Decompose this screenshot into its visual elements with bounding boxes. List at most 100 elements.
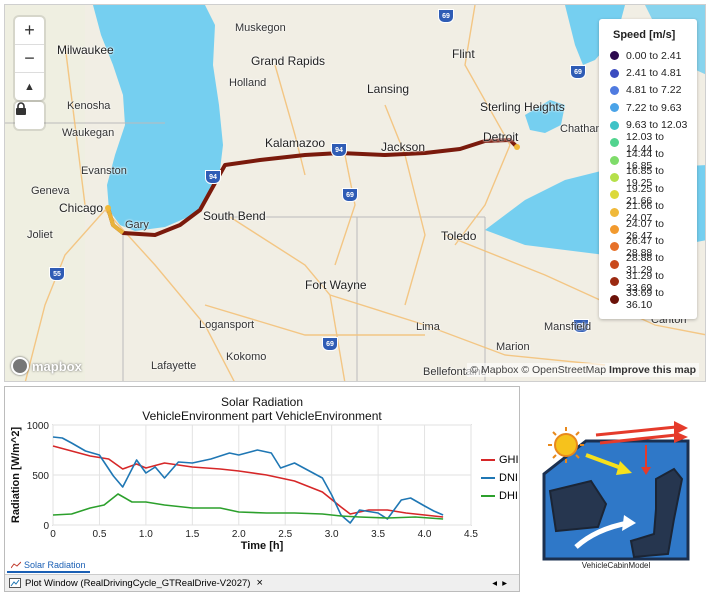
x-tick-label: 0 bbox=[50, 529, 56, 540]
x-tick-label: 0.5 bbox=[92, 529, 106, 540]
speed-legend-item: 0.00 to 2.41 bbox=[607, 47, 689, 64]
improve-map-link[interactable]: Improve this map bbox=[609, 364, 696, 376]
series-line-dhi bbox=[52, 493, 444, 520]
tab-label: Solar Radiation bbox=[24, 560, 86, 570]
speed-range-label: 2.41 to 4.81 bbox=[626, 67, 682, 80]
city-label: Gary bbox=[125, 219, 149, 231]
plot-tab-bar: Solar Radiation bbox=[5, 559, 519, 574]
speed-legend-item: 14.44 to 16.85 bbox=[607, 148, 689, 172]
legend-swatch bbox=[481, 459, 495, 461]
speed-range-label: 12.03 to 14.44 bbox=[626, 130, 664, 155]
plot-title: Solar Radiation bbox=[220, 395, 304, 409]
lake-michigan bbox=[93, 5, 223, 231]
plot-window-label[interactable]: Plot Window (RealDrivingCycle_GTRealDriv… bbox=[25, 577, 251, 589]
speed-legend: Speed [m/s] 0.00 to 2.41 2.41 to 4.81 4.81… bbox=[599, 19, 697, 319]
speed-legend-title: Speed [m/s] bbox=[613, 29, 676, 41]
speed-legend-item: 21.66 to 24.07 bbox=[607, 200, 689, 224]
close-tab-icon[interactable]: × bbox=[256, 577, 263, 589]
speed-color-dot bbox=[610, 155, 619, 165]
speed-range-label: 0.00 to 2.41 bbox=[626, 49, 682, 62]
city-label: South Bend bbox=[203, 209, 266, 223]
legend-label: GHI bbox=[499, 454, 519, 466]
speed-color-dot bbox=[610, 190, 619, 200]
seat bbox=[629, 467, 684, 559]
speed-legend-item: 16.85 to 19.25 bbox=[607, 165, 689, 189]
plot-window-bar: Plot Window (RealDrivingCycle_GTRealDriv… bbox=[5, 574, 519, 591]
legend-swatch bbox=[481, 495, 495, 497]
speed-color-dot bbox=[610, 120, 619, 130]
speed-legend-item: 12.03 to 14.44 bbox=[607, 131, 689, 155]
chart-legend: GHI DNI DHI bbox=[481, 451, 519, 505]
x-tick-label: 1.0 bbox=[139, 529, 153, 540]
city-label: Joliet bbox=[27, 229, 53, 241]
city-label: Fort Wayne bbox=[305, 278, 367, 292]
city-label: Kalamazoo bbox=[265, 136, 326, 150]
lock-icon bbox=[16, 102, 26, 115]
speed-color-dot bbox=[610, 294, 619, 304]
legend-label: DNI bbox=[499, 472, 518, 484]
attribution-text[interactable]: © Mapbox © OpenStreetMap bbox=[470, 364, 607, 376]
x-tick-label: 1.5 bbox=[185, 529, 199, 540]
y-tick-label: 1000 bbox=[27, 421, 50, 432]
plot-subtitle: VehicleEnvironment part VehicleEnvironme… bbox=[142, 409, 382, 423]
speed-range-label: 26.47 to 28.88 bbox=[626, 235, 664, 259]
legend-item-dni: DNI bbox=[481, 469, 519, 487]
city-label: Mansfield bbox=[544, 321, 592, 333]
mapbox-logo[interactable]: mapbox bbox=[11, 357, 82, 375]
lake-st-clair bbox=[525, 100, 565, 133]
city-label: Geneva bbox=[31, 185, 70, 197]
interstate-shield: 94 bbox=[205, 170, 221, 184]
speed-range-label: 21.66 to 24.07 bbox=[626, 200, 664, 225]
speed-color-dot bbox=[610, 85, 619, 95]
speed-color-dot bbox=[610, 225, 619, 235]
mapbox-logo-text: mapbox bbox=[32, 358, 82, 374]
city-label: Muskegon bbox=[235, 22, 286, 34]
route-path bbox=[106, 138, 519, 237]
lock-button[interactable] bbox=[15, 102, 44, 129]
city-label: Grand Rapids bbox=[251, 54, 326, 68]
city-label: Lafayette bbox=[151, 360, 197, 372]
city-label: Chatham bbox=[560, 123, 605, 135]
speed-color-dot bbox=[610, 207, 619, 217]
city-label: Kenosha bbox=[67, 100, 111, 112]
series-line-dni bbox=[52, 436, 444, 524]
speed-range-label: 16.85 to 19.25 bbox=[626, 165, 664, 190]
speed-legend-item: 28.88 to 31.29 bbox=[607, 252, 689, 276]
speed-color-dot bbox=[610, 103, 619, 113]
nav-right-icon[interactable]: ▸ bbox=[502, 577, 507, 589]
city-label: Holland bbox=[229, 77, 267, 89]
speed-color-dot bbox=[610, 51, 619, 61]
speed-range-label: 33.69 to 36.10 bbox=[626, 287, 664, 312]
speed-color-dot bbox=[610, 138, 619, 148]
speed-legend-item: 26.47 to 28.88 bbox=[607, 235, 689, 259]
speed-range-label: 7.22 to 9.63 bbox=[626, 101, 682, 114]
speed-color-dot bbox=[610, 242, 619, 252]
speed-legend-item: 9.63 to 12.03 bbox=[607, 117, 689, 134]
series-line-ghi bbox=[52, 445, 444, 518]
city-label: Lima bbox=[416, 321, 440, 333]
x-tick-label: 3.5 bbox=[371, 529, 385, 540]
speed-legend-item: 33.69 to 36.10 bbox=[607, 287, 689, 311]
map-attribution: © Mapbox © OpenStreetMap Improve this ma… bbox=[467, 363, 699, 377]
speed-range-label: 24.07 to 26.47 bbox=[626, 217, 664, 242]
legend-label: DHI bbox=[499, 490, 518, 502]
speed-range-label: 14.44 to 16.85 bbox=[626, 148, 664, 173]
city-label: Jackson bbox=[381, 140, 426, 154]
speed-color-dot bbox=[610, 172, 619, 182]
city-label: Lansing bbox=[367, 82, 410, 96]
route-map[interactable]: 69 69 94 94 69 55 69 75 Muskegon Milwauk… bbox=[4, 4, 706, 382]
legend-item-ghi: GHI bbox=[481, 451, 519, 469]
map-navigation-controls: + − ▲ bbox=[15, 17, 44, 100]
speed-legend-item: 24.07 to 26.47 bbox=[607, 218, 689, 242]
interstate-shield: 94 bbox=[331, 143, 347, 157]
zoom-out-button[interactable]: − bbox=[15, 45, 44, 73]
speed-legend-item: 7.22 to 9.63 bbox=[607, 99, 689, 116]
y-axis-label: Radiation [W/m^2] bbox=[10, 427, 22, 524]
x-tick-label: 3.0 bbox=[325, 529, 339, 540]
nav-left-icon[interactable]: ◂ bbox=[492, 577, 497, 589]
tab-solar-radiation[interactable]: Solar Radiation bbox=[7, 559, 90, 573]
compass-button[interactable]: ▲ bbox=[24, 80, 35, 93]
solar-radiation-chart: 0 0.5 1.0 1.5 2.0 2.5 3.0 3.5 4.0 4.5 0 500 1000 Time… bbox=[10, 421, 478, 552]
zoom-in-button[interactable]: + bbox=[15, 17, 44, 45]
legend-swatch bbox=[481, 477, 495, 479]
